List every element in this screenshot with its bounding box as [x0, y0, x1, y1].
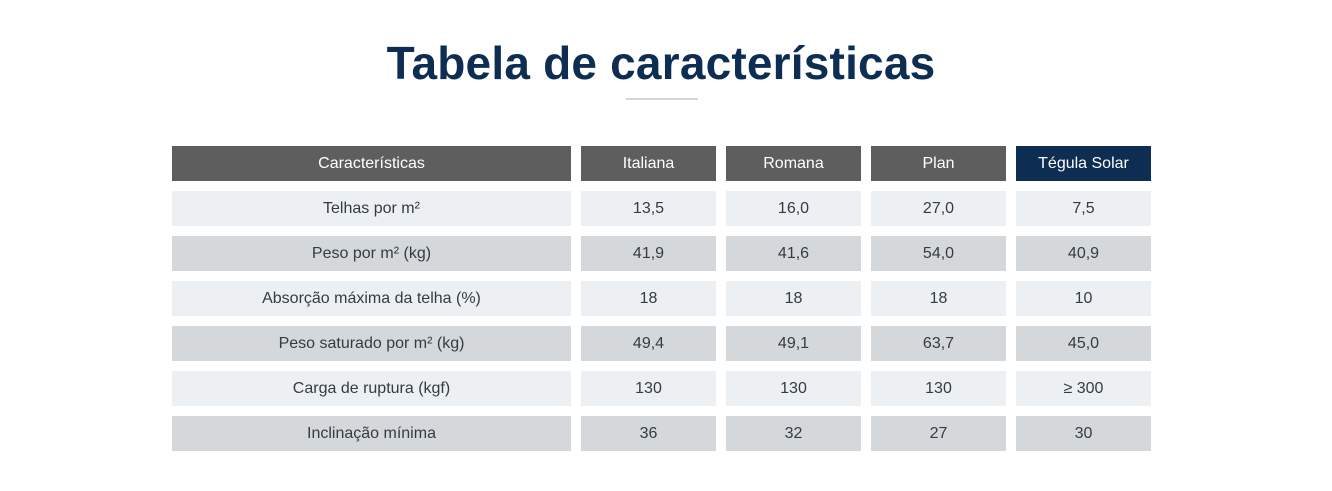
- table-cell: 130: [581, 371, 716, 406]
- column-header-italiana: Italiana: [581, 146, 716, 181]
- table-cell: 27,0: [871, 191, 1006, 226]
- table-cell: 41,9: [581, 236, 716, 271]
- column-header-plan: Plan: [871, 146, 1006, 181]
- table-cell: 18: [581, 281, 716, 316]
- table-cell: 36: [581, 416, 716, 451]
- row-label: Peso por m² (kg): [172, 236, 571, 271]
- row-label: Telhas por m²: [172, 191, 571, 226]
- table-cell: 45,0: [1016, 326, 1151, 361]
- table-cell: 13,5: [581, 191, 716, 226]
- table-cell: 32: [726, 416, 861, 451]
- row-label: Peso saturado por m² (kg): [172, 326, 571, 361]
- row-label: Absorção máxima da telha (%): [172, 281, 571, 316]
- table-cell: 18: [871, 281, 1006, 316]
- column-header-caracteristicas: Características: [172, 146, 571, 181]
- table-cell: 18: [726, 281, 861, 316]
- table-cell: ≥ 300: [1016, 371, 1151, 406]
- row-label: Inclinação mínima: [172, 416, 571, 451]
- page-title: Tabela de características: [386, 37, 936, 89]
- table-cell: 10: [1016, 281, 1151, 316]
- table-cell: 27: [871, 416, 1006, 451]
- table-cell: 49,4: [581, 326, 716, 361]
- characteristics-table: Características Italiana Romana Plan Tég…: [172, 146, 1151, 451]
- column-header-tegula-solar: Tégula Solar: [1016, 146, 1151, 181]
- table-cell: 16,0: [726, 191, 861, 226]
- table-cell: 41,6: [726, 236, 861, 271]
- table-cell: 49,1: [726, 326, 861, 361]
- title-divider: [626, 98, 698, 100]
- table-cell: 40,9: [1016, 236, 1151, 271]
- table-cell: 7,5: [1016, 191, 1151, 226]
- table-cell: 54,0: [871, 236, 1006, 271]
- table-cell: 30: [1016, 416, 1151, 451]
- column-header-romana: Romana: [726, 146, 861, 181]
- table-cell: 63,7: [871, 326, 1006, 361]
- table-cell: 130: [871, 371, 1006, 406]
- row-label: Carga de ruptura (kgf): [172, 371, 571, 406]
- table-cell: 130: [726, 371, 861, 406]
